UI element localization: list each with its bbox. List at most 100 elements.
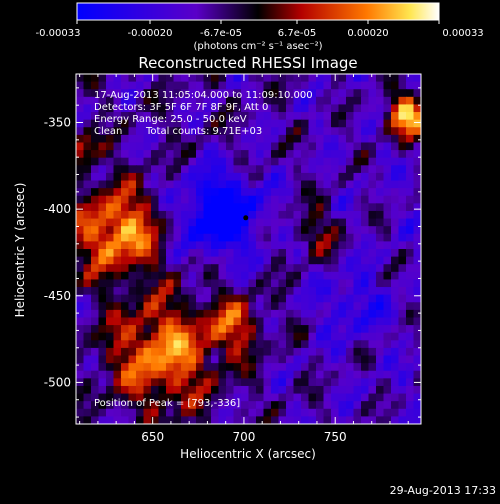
heatmap-cell xyxy=(203,188,212,197)
heatmap-cell xyxy=(248,340,257,349)
heatmap-cell xyxy=(286,172,295,182)
heatmap-cell xyxy=(83,150,92,159)
heatmap-cell xyxy=(76,210,85,220)
heatmap-cell xyxy=(98,370,107,379)
heatmap-cell xyxy=(338,256,347,265)
heatmap-cell xyxy=(271,89,280,98)
heatmap-cell xyxy=(338,188,347,197)
heatmap-cell xyxy=(331,210,340,220)
heatmap-cell xyxy=(398,112,407,121)
heatmap-cell xyxy=(136,157,145,166)
heatmap-cell xyxy=(398,89,407,98)
heatmap-cell xyxy=(331,302,340,311)
heatmap-cell xyxy=(248,332,257,341)
heatmap-cell xyxy=(278,210,287,220)
heatmap-cell xyxy=(143,416,152,424)
heatmap-cell xyxy=(151,370,160,379)
heatmap-cell xyxy=(278,150,287,159)
heatmap-cell xyxy=(391,104,400,113)
heatmap-cell xyxy=(353,104,362,113)
heatmap-cell xyxy=(83,142,92,151)
heatmap-cell xyxy=(263,249,272,258)
heatmap-cell xyxy=(128,264,137,273)
heatmap-cell xyxy=(293,309,302,319)
heatmap-cell xyxy=(383,256,392,265)
heatmap-cell xyxy=(241,81,250,90)
heatmap-cell xyxy=(308,96,317,106)
heatmap-cell xyxy=(136,264,145,273)
heatmap-cell xyxy=(241,264,250,273)
heatmap-cell xyxy=(83,119,92,128)
heatmap-cell xyxy=(346,317,355,326)
heatmap-cell xyxy=(346,416,355,424)
heatmap-cell xyxy=(151,271,160,281)
heatmap-cell xyxy=(143,340,152,349)
heatmap-cell xyxy=(166,127,175,136)
heatmap-cell xyxy=(406,195,415,204)
heatmap-cell xyxy=(248,249,257,258)
heatmap-cell xyxy=(181,401,190,410)
heatmap-cell xyxy=(151,74,160,83)
heatmap-cell xyxy=(331,370,340,379)
heatmap-cell xyxy=(286,363,295,372)
heatmap-cell xyxy=(218,416,227,424)
heatmap-cell xyxy=(106,294,115,303)
heatmap-cell xyxy=(293,96,302,106)
chart-title: Reconstructed RHESSI Image xyxy=(138,54,357,72)
heatmap-cell xyxy=(233,416,242,424)
heatmap-cell xyxy=(203,74,212,83)
heatmap-cell xyxy=(263,355,272,364)
heatmap-cell xyxy=(383,279,392,288)
heatmap-cell xyxy=(98,180,107,189)
heatmap-cell xyxy=(293,340,302,349)
heatmap-cell xyxy=(113,172,122,182)
heatmap-cell xyxy=(196,241,205,250)
heatmap-cell xyxy=(323,370,332,379)
heatmap-cell xyxy=(188,96,197,106)
heatmap-cell xyxy=(83,340,92,349)
heatmap-cell xyxy=(226,112,235,121)
heatmap-cell xyxy=(173,287,182,296)
heatmap-cell xyxy=(143,180,152,189)
heatmap-cell xyxy=(121,112,130,121)
heatmap-cell xyxy=(203,347,212,357)
heatmap-cell xyxy=(271,119,280,128)
heatmap-cell xyxy=(323,325,332,334)
heatmap-cell xyxy=(173,416,182,424)
heatmap-cell xyxy=(383,226,392,235)
heatmap-cell xyxy=(353,119,362,128)
heatmap-cell xyxy=(226,332,235,341)
heatmap-cell xyxy=(143,363,152,372)
colorbar-ticks xyxy=(76,20,440,24)
heatmap-cell xyxy=(83,408,92,417)
heatmap-cell xyxy=(211,210,220,220)
heatmap-cell xyxy=(308,302,317,311)
heatmap-cell xyxy=(173,393,182,402)
heatmap-cell xyxy=(361,355,370,364)
heatmap-cell xyxy=(226,378,235,387)
heatmap-cell xyxy=(151,172,160,182)
heatmap-cell xyxy=(293,134,302,144)
heatmap-cell xyxy=(196,142,205,151)
heatmap-cell xyxy=(368,325,377,334)
axis-ticks xyxy=(76,74,421,424)
heatmap-cell xyxy=(383,233,392,242)
heatmap-cell xyxy=(361,416,370,424)
heatmap-cell xyxy=(128,74,137,83)
heatmap-cell xyxy=(143,188,152,197)
heatmap-cell xyxy=(391,150,400,159)
heatmap-cell xyxy=(353,226,362,235)
heatmap-cell xyxy=(203,309,212,319)
heatmap-cell xyxy=(128,172,137,182)
heatmap-cell xyxy=(143,325,152,334)
heatmap-cell xyxy=(226,157,235,166)
heatmap-cell xyxy=(383,408,392,417)
heatmap-cell xyxy=(91,294,100,303)
heatmap-cell xyxy=(83,210,92,220)
heatmap-cell xyxy=(241,150,250,159)
heatmap-cell xyxy=(368,180,377,189)
heatmap-cell xyxy=(121,81,130,90)
heatmap-cell xyxy=(151,363,160,372)
heatmap-cell xyxy=(188,302,197,311)
heatmap-cell xyxy=(293,325,302,334)
